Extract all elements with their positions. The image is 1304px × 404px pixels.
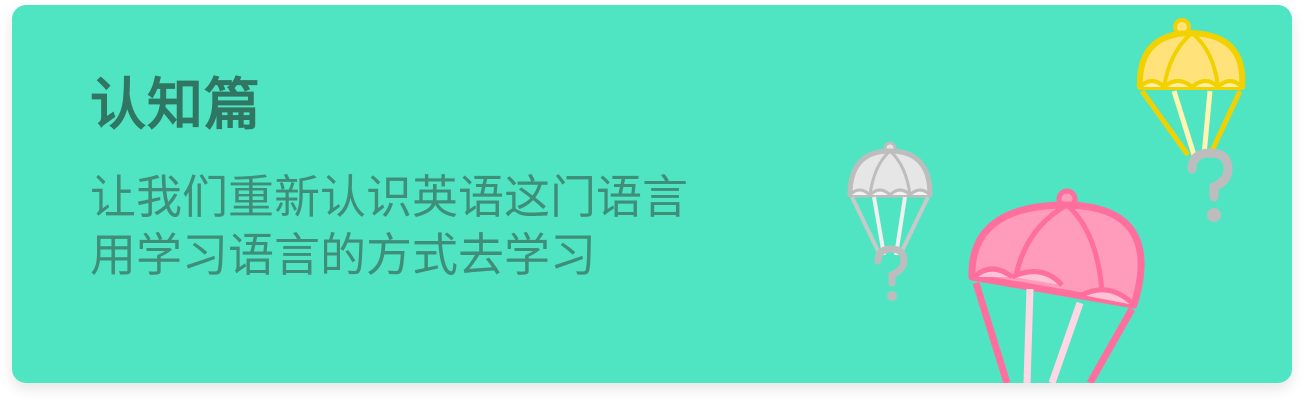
subtitle-line-1: 让我们重新认识英语这门语言	[90, 170, 688, 224]
card-title: 认知篇	[90, 72, 261, 138]
question-mark-icon	[1187, 148, 1233, 222]
parachute-illustration	[847, 18, 1246, 383]
subtitle-line-2: 用学习语言的方式去学习	[90, 228, 596, 282]
card-subtitle: 让我们重新认识英语这门语言 用学习语言的方式去学习	[90, 168, 688, 284]
parachute-gray-icon	[847, 141, 933, 301]
parachute-pink-icon	[968, 188, 1145, 383]
parachute-yellow-icon	[1136, 18, 1246, 222]
intro-card[interactable]: 认知篇 让我们重新认识英语这门语言 用学习语言的方式去学习	[12, 5, 1292, 383]
question-mark-icon	[874, 245, 908, 301]
